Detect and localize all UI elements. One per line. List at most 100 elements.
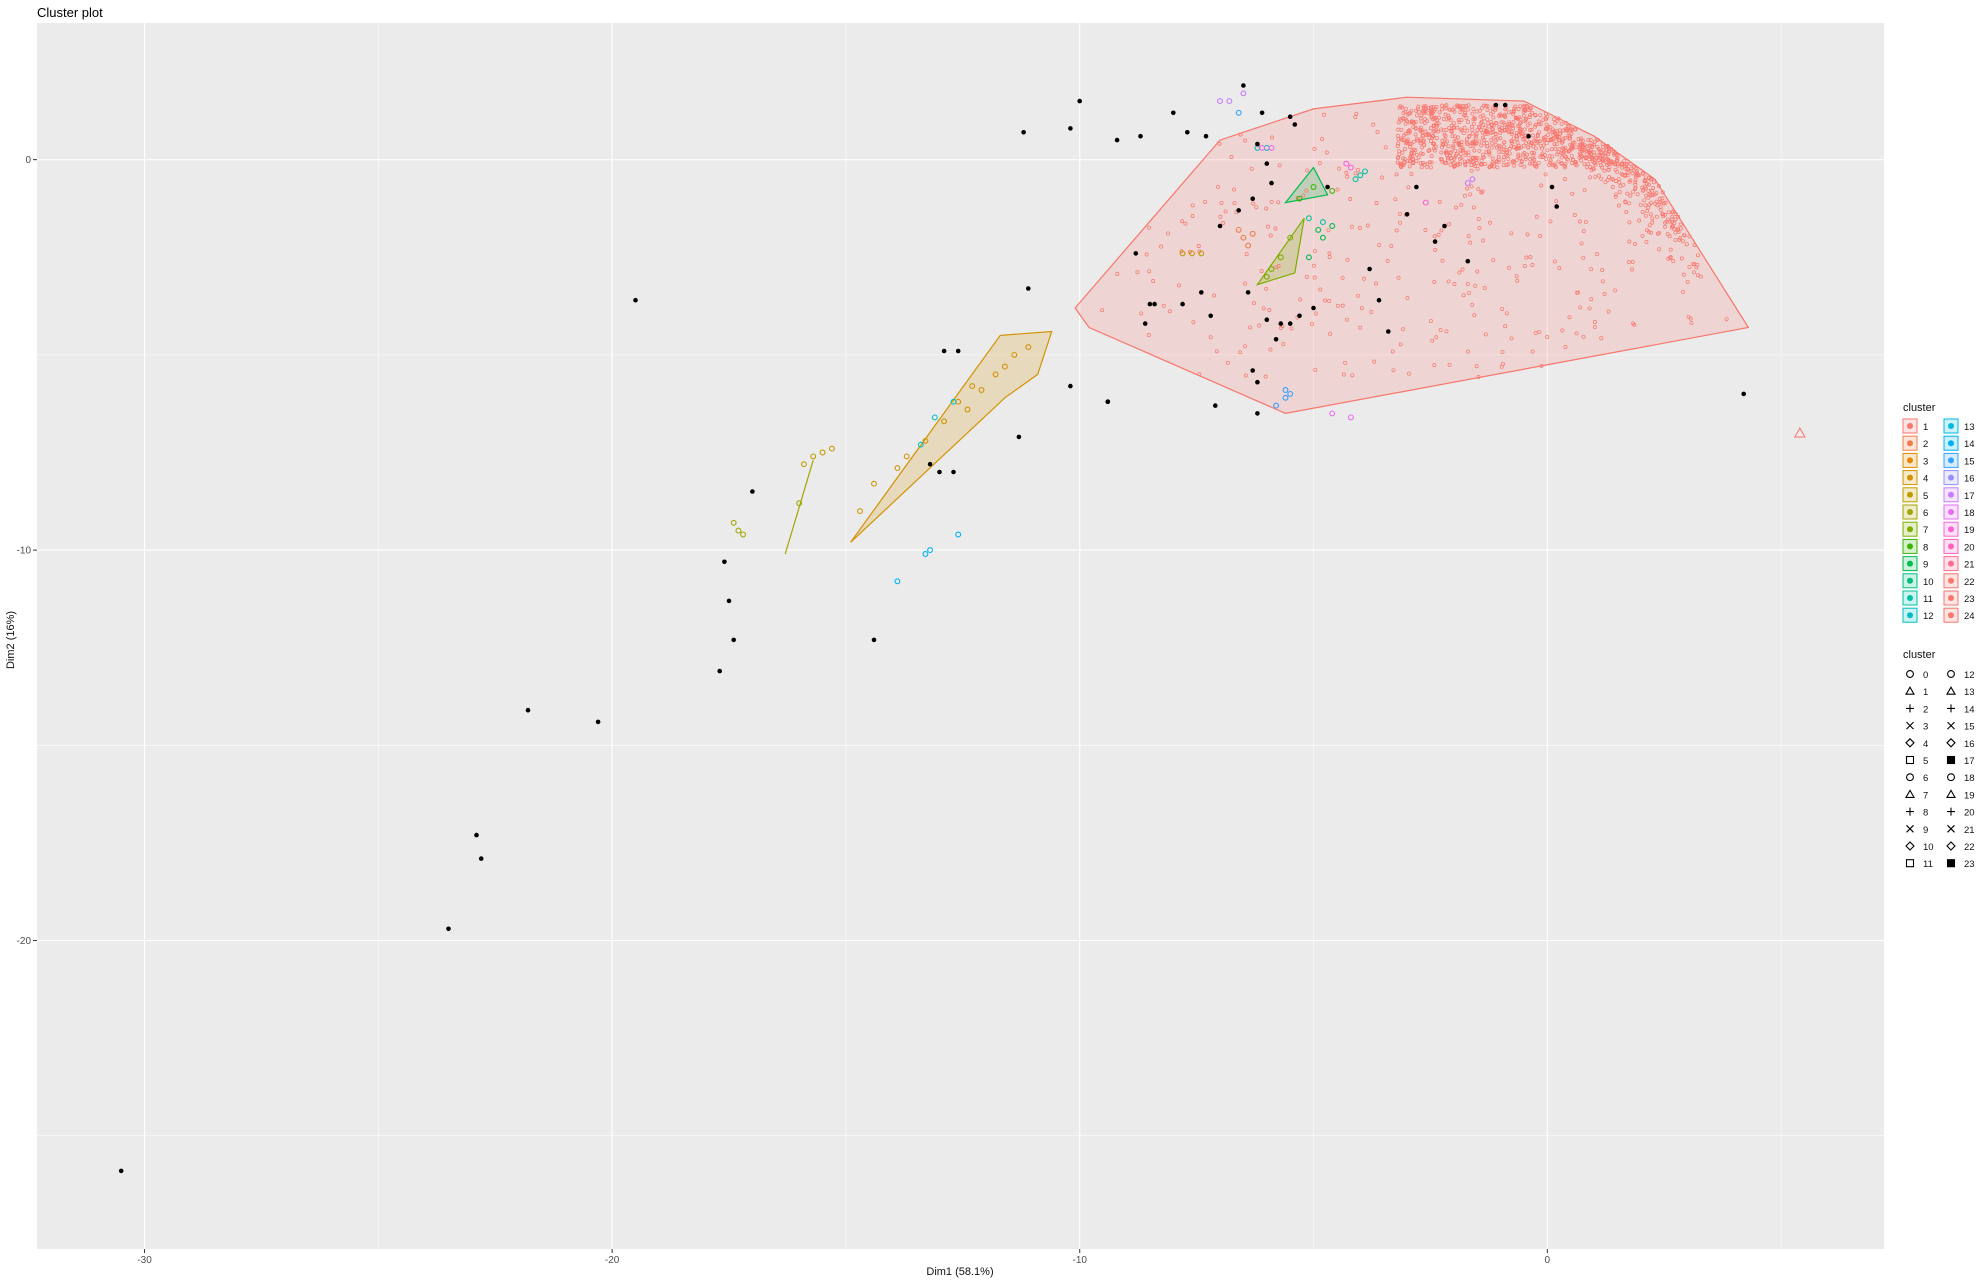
noise-point	[1549, 184, 1555, 190]
cluster-1-point	[1698, 274, 1703, 279]
cluster-1-point	[1568, 136, 1573, 141]
cluster-1-point	[1569, 126, 1574, 131]
y-tick-label: -20	[17, 936, 32, 947]
cluster-1-point	[1473, 136, 1478, 141]
cluster-1-point	[1543, 111, 1548, 116]
noise-point	[446, 926, 451, 932]
cluster-1-point	[1481, 141, 1486, 146]
shape-legend-label: 8	[1923, 808, 1928, 819]
cluster-17-point	[1226, 98, 1233, 105]
noise-point	[1465, 258, 1471, 264]
cluster-5-point	[1179, 250, 1186, 257]
cluster-1-point	[1724, 317, 1729, 322]
cluster-1-point	[1509, 109, 1514, 114]
cluster-1-point	[1522, 127, 1527, 132]
cluster-1-point	[1383, 145, 1388, 150]
cluster-1-point	[1403, 141, 1408, 146]
cluster-1-point	[1553, 146, 1558, 151]
cluster-1-point	[1695, 253, 1700, 258]
noise-point	[1147, 301, 1153, 307]
cluster-1-point	[1498, 136, 1503, 141]
cluster-1-point	[1536, 119, 1541, 124]
cluster-1-point	[1552, 259, 1557, 264]
cluster-17-point	[1469, 176, 1476, 183]
cluster-1-point	[1556, 116, 1561, 121]
cluster-1-point	[1479, 119, 1484, 124]
cluster-1-point	[1539, 183, 1544, 188]
cluster-1-point	[1254, 205, 1259, 210]
cluster-1-point	[1426, 148, 1431, 153]
noise-point	[595, 719, 601, 725]
cluster-1-point	[1664, 219, 1669, 224]
cluster-1-point	[1322, 112, 1327, 117]
cluster-1-point	[1527, 115, 1532, 119]
cluster-1-point	[1429, 115, 1434, 120]
cluster-1-point	[1473, 164, 1477, 168]
cluster-1-point	[1609, 161, 1614, 166]
noise-point	[1311, 305, 1316, 311]
cluster-1-point	[1573, 162, 1578, 167]
cluster-1-point	[1514, 274, 1519, 279]
cluster-1-point	[1440, 258, 1445, 263]
cluster-1-point	[1532, 141, 1537, 146]
cluster-1-point	[1645, 181, 1650, 186]
cluster-1-point	[1528, 255, 1533, 260]
cluster-1-point	[1536, 139, 1541, 144]
cluster-1-point	[1409, 108, 1414, 113]
noise-point	[1287, 114, 1293, 119]
shape-legend-label: 7	[1923, 790, 1928, 801]
cluster-1-point	[1500, 349, 1505, 354]
cluster-1-point	[1477, 225, 1482, 230]
cluster-1-point	[1597, 148, 1602, 153]
cluster-1-point	[1596, 173, 1601, 178]
cluster-1-point	[1521, 113, 1526, 118]
cluster-1-point	[1374, 201, 1379, 205]
cluster-1-point	[1493, 138, 1498, 143]
cluster-9-point	[1315, 226, 1322, 233]
cluster-1-point	[1345, 317, 1349, 322]
cluster-1-point	[1433, 248, 1438, 252]
cluster-1-point	[1459, 156, 1464, 161]
cluster-1-point	[1350, 224, 1354, 229]
cluster-1-point	[1323, 298, 1327, 303]
cluster-1-point	[1621, 182, 1626, 187]
cluster-1-hull	[1074, 96, 1750, 415]
cluster-1-point	[1533, 330, 1538, 335]
cluster-1-point	[1695, 262, 1700, 267]
shape-legend-key	[1946, 738, 1956, 748]
cluster-1-point	[1328, 331, 1333, 336]
cluster-1-point	[1431, 105, 1436, 110]
cluster-1-point	[1289, 326, 1294, 331]
cluster-1-point	[1418, 141, 1423, 146]
cluster-1-point	[1440, 145, 1445, 150]
cluster-1-point	[1593, 162, 1598, 167]
cluster-1-point	[1483, 332, 1488, 337]
cluster-1-point	[1415, 138, 1420, 143]
cluster-1-point	[1617, 180, 1622, 185]
cluster-1-point	[1374, 281, 1378, 286]
cluster-1-point	[1359, 306, 1364, 311]
cluster-1-point	[1547, 129, 1552, 134]
cluster-1-point	[1455, 125, 1460, 130]
cluster-1-point	[1637, 218, 1642, 223]
cluster-7-point	[1263, 273, 1270, 280]
noise-point	[717, 668, 722, 674]
cluster-1-point	[1465, 128, 1470, 133]
cluster-1-point	[1447, 222, 1451, 227]
cluster-1-point	[1525, 123, 1530, 128]
cluster-1-point	[1203, 199, 1207, 204]
y-tick-label: 0	[25, 155, 31, 166]
cluster-1-point	[1515, 278, 1520, 283]
cluster-1-point	[1405, 112, 1410, 117]
color-legend-swatch	[1907, 560, 1913, 567]
cluster-1-point	[1548, 158, 1553, 163]
color-legend-swatch	[1948, 595, 1954, 601]
cluster-1-point	[1503, 324, 1508, 329]
cluster-1-point	[1654, 199, 1659, 204]
cluster-1-point	[1679, 256, 1684, 261]
cluster-1-point	[1544, 141, 1549, 146]
cluster-1-point	[1311, 263, 1316, 268]
cluster-1-point	[1570, 146, 1575, 151]
cluster-1-point	[1196, 244, 1201, 248]
cluster-1-point	[1609, 176, 1614, 181]
